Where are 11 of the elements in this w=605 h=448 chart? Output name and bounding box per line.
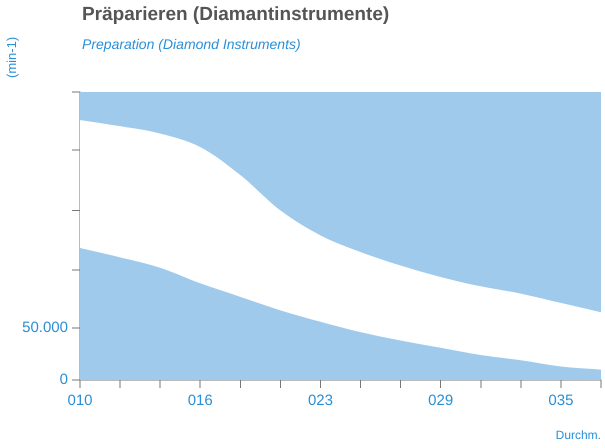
y-tick-label: 50.000 [22, 319, 68, 336]
x-axis-title: Durchm. [556, 428, 601, 442]
y-axis-title: (min-1) [4, 36, 20, 78]
x-tick-label: 023 [308, 392, 333, 410]
x-tick-label: 029 [428, 392, 454, 410]
x-tick-label: 035 [548, 392, 574, 410]
x-tick-label: 016 [188, 392, 213, 410]
x-tick-label: 010 [67, 392, 93, 410]
y-tick-label: 0 [60, 371, 68, 388]
chart-title: Präparieren (Diamantinstrumente) [82, 4, 390, 26]
chart-subtitle: Preparation (Diamond Instruments) [82, 36, 301, 52]
